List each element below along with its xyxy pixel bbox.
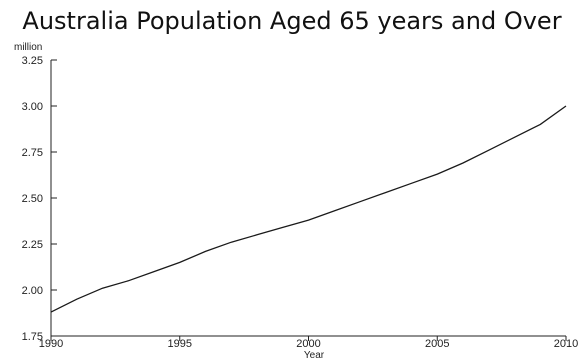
y-tick-label: 3.00 (22, 101, 43, 113)
x-tick-label: 2000 (296, 338, 320, 350)
x-tick-label: 2010 (554, 338, 578, 350)
y-tick-label: 2.00 (22, 285, 43, 297)
x-tick-label: 1990 (39, 338, 63, 350)
x-axis-title: Year (304, 350, 325, 361)
y-tick-label: 1.75 (22, 331, 43, 343)
chart-axes (50, 60, 566, 337)
y-axis-unit-label: million (14, 42, 42, 53)
y-tick-label: 2.50 (22, 193, 43, 205)
y-tick-label: 3.25 (22, 55, 43, 67)
y-axis-ticks: 1.75 2.00 2.25 2.50 2.75 3.00 3.25 (22, 55, 57, 343)
series-layer (50, 105, 567, 313)
x-axis-ticks: 1990 1995 2000 2005 2010 (39, 336, 578, 350)
y-tick-label: 2.75 (22, 147, 43, 159)
y-tick-label: 2.25 (22, 239, 43, 251)
chart-title: Australia Population Aged 65 years and O… (22, 7, 561, 35)
x-tick-label: 1995 (168, 338, 192, 350)
series-line (50, 105, 567, 313)
x-tick-label: 2005 (425, 338, 449, 350)
